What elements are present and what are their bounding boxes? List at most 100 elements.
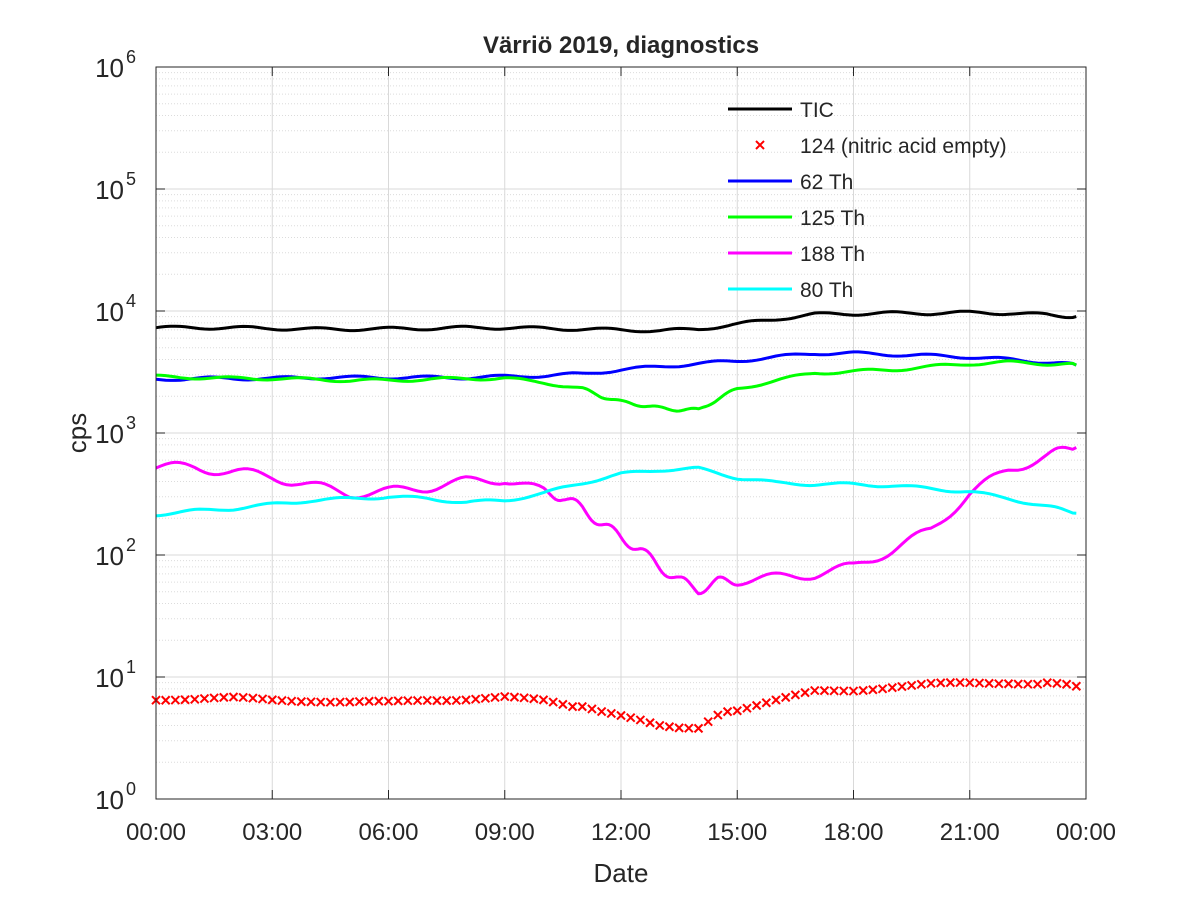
series-line-125-th (155, 359, 1077, 413)
y-tick-label-exponent: 2 (126, 535, 136, 555)
x-tick-label: 15:00 (707, 819, 767, 846)
data-point-marker (335, 697, 345, 707)
data-point-marker (228, 692, 239, 702)
data-point-marker (606, 708, 617, 719)
data-point-marker (858, 685, 868, 696)
data-point-marker (1061, 679, 1072, 689)
data-point-marker (839, 686, 849, 696)
data-point-marker (819, 685, 830, 696)
legend: TIC 124 (nitric acid empty) 62 Th 125 Th 188… (728, 99, 1007, 302)
data-point-marker (1023, 679, 1033, 689)
data-point-marker (848, 686, 859, 696)
y-tick-label-exponent: 0 (126, 779, 136, 799)
data-point-marker (315, 697, 326, 707)
data-point-marker (461, 695, 471, 705)
data-point-marker (945, 677, 956, 688)
data-point-marker (955, 677, 965, 688)
data-point-marker (257, 694, 268, 704)
data-point-marker (771, 695, 781, 705)
data-point-marker (558, 699, 568, 710)
data-point-marker (645, 718, 655, 728)
y-tick-label: 10 (95, 53, 124, 83)
data-point-marker (577, 701, 587, 712)
data-point-marker (984, 678, 994, 689)
data-point-marker (480, 693, 491, 704)
data-point-marker (887, 682, 897, 693)
series-line-188-th (155, 445, 1077, 596)
legend-label: 188 Th (800, 243, 865, 266)
data-point-marker (209, 693, 219, 703)
data-point-marker (1013, 679, 1023, 689)
data-point-marker (780, 692, 791, 703)
data-point-marker (1052, 678, 1062, 689)
legend-label: 124 (nitric acid empty) (800, 135, 1007, 158)
data-point-marker (345, 697, 355, 707)
data-point-marker (500, 691, 510, 702)
data-point-marker (587, 704, 597, 714)
series-line-80-th (155, 465, 1077, 518)
x-tick-label: 00:00 (126, 819, 186, 846)
data-point-marker (432, 695, 442, 706)
legend-label: TIC (800, 99, 834, 122)
legend-swatch-marker (755, 140, 765, 150)
data-point-marker (248, 693, 258, 703)
data-point-marker (868, 685, 878, 695)
data-point-marker (509, 692, 520, 702)
x-tick-label: 12:00 (591, 819, 651, 846)
x-tick-label: 18:00 (823, 819, 883, 846)
data-point-marker (965, 677, 975, 688)
data-point-marker (761, 698, 772, 708)
data-point-marker (238, 692, 248, 703)
y-tick-label-exponent: 5 (126, 169, 136, 189)
y-tick-label: 10 (95, 297, 124, 327)
y-tick-label-exponent: 4 (126, 291, 136, 311)
data-point-marker (412, 695, 423, 706)
data-point-marker (693, 723, 704, 734)
data-point-marker (219, 692, 229, 703)
data-point-marker (1071, 681, 1082, 691)
data-point-marker (393, 696, 403, 706)
data-point-marker (364, 696, 374, 706)
data-point-marker (703, 716, 713, 727)
y-axis-label: cps (62, 413, 92, 453)
data-point-marker (810, 685, 820, 696)
data-point-marker (635, 715, 646, 725)
data-point-marker (926, 678, 936, 689)
chart-title: Värriö 2019, diagnostics (483, 32, 759, 59)
data-point-marker (354, 696, 365, 707)
y-tick-label-exponent: 1 (126, 657, 136, 677)
data-point-marker (567, 701, 578, 712)
series-layer (151, 309, 1082, 734)
data-point-marker (742, 703, 752, 713)
x-tick-label: 21:00 (940, 819, 1000, 846)
data-point-marker (596, 706, 607, 717)
data-point-marker (422, 695, 432, 706)
data-point-marker (916, 679, 927, 690)
data-point-marker (383, 696, 394, 706)
data-point-marker (470, 694, 481, 704)
y-tick-label: 10 (95, 419, 124, 449)
series-line-tic (155, 309, 1077, 334)
data-point-marker (877, 684, 888, 694)
data-point-marker (267, 695, 277, 705)
y-tick-label: 10 (95, 541, 124, 571)
data-point-marker (829, 686, 839, 696)
data-point-marker (519, 693, 529, 703)
data-point-marker (994, 678, 1004, 689)
y-tick-label: 10 (95, 175, 124, 205)
data-point-marker (170, 695, 181, 705)
data-point-marker (625, 713, 636, 723)
x-tick-labels: 00:00 03:00 06:00 09:00 12:00 15:00 18:00 21:00… (126, 819, 1116, 846)
data-point-marker (655, 720, 665, 731)
x-tick-label: 06:00 (358, 819, 418, 846)
data-point-marker (974, 678, 985, 688)
data-point-marker (1032, 679, 1043, 689)
data-point-marker (538, 695, 549, 705)
y-tick-label-exponent: 6 (126, 47, 136, 67)
data-point-marker (190, 694, 200, 704)
y-tick-label: 10 (95, 785, 124, 815)
data-point-marker (296, 696, 307, 707)
legend-label: 125 Th (800, 207, 865, 230)
